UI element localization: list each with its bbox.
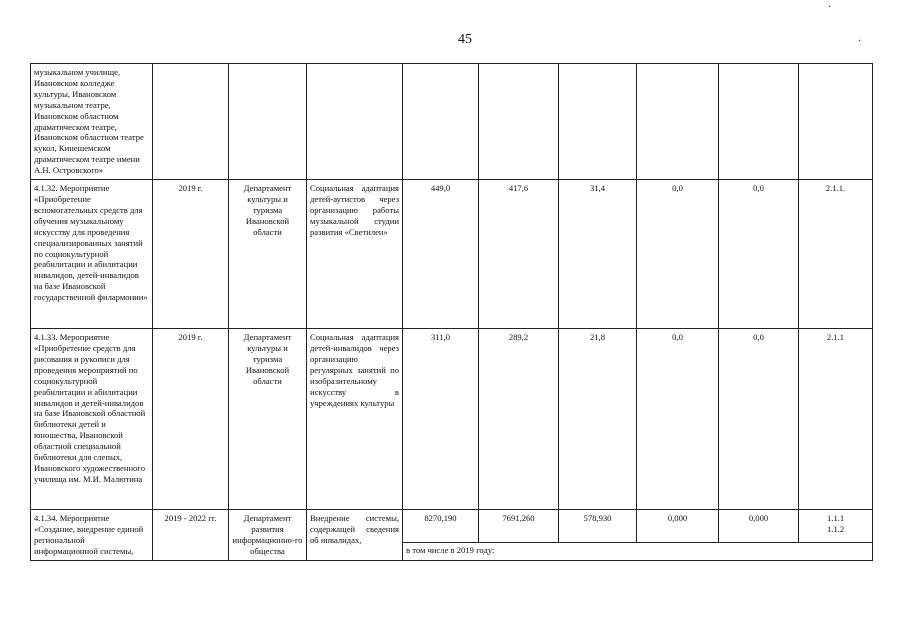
col5: 0,0 — [718, 179, 799, 330]
regional: 7691,260 — [478, 509, 559, 544]
total: 8270,190 — [402, 509, 479, 544]
table-row: 4.1.34. Мероприятие «Создание, внедрение… — [30, 509, 873, 561]
period: 2019 г. — [152, 179, 229, 330]
period: 2019 г. — [152, 328, 229, 511]
federal — [558, 62, 637, 181]
expected-result: Социальная адаптация детей-инвалидов чер… — [306, 328, 403, 511]
total: 449,0 — [402, 179, 479, 330]
indicator: 1.1.1 1.1.2 — [798, 509, 873, 544]
col5: 0,000 — [718, 509, 799, 544]
program-measures-table: музыкальном училище, Ивановском колледже… — [30, 62, 873, 561]
col4 — [636, 62, 719, 181]
executor — [228, 62, 307, 181]
col4: 0,0 — [636, 179, 719, 330]
regional — [478, 62, 559, 181]
executor: Департамент развития информационно-го об… — [228, 509, 307, 561]
expected-result: Внедрение системы, содержащей сведения о… — [306, 509, 403, 561]
scan-speck: · — [858, 36, 862, 47]
table-subrow: в том числе в 2019 году: — [31, 542, 873, 561]
federal: 578,930 — [558, 509, 637, 544]
total — [402, 62, 479, 181]
period: 2019 - 2022 гг. — [152, 509, 229, 561]
total: 311,0 — [402, 328, 479, 511]
indicator — [798, 62, 873, 181]
subtotal-note: в том числе в 2019 году: — [402, 542, 873, 561]
col4: 0,0 — [636, 328, 719, 511]
measure-name: музыкальном училище, Ивановском колледже… — [30, 62, 153, 181]
col4: 0,000 — [636, 509, 719, 544]
col5 — [718, 62, 799, 181]
indicator: 2.1.1. — [798, 179, 873, 330]
period — [152, 62, 229, 181]
page-number: 45 — [458, 32, 472, 47]
regional: 417,6 — [478, 179, 559, 330]
executor: Департамент культуры и туризма Ивановско… — [228, 179, 307, 330]
col5: 0,0 — [718, 328, 799, 511]
table-row: 4.1.33. Мероприятие «Приобретение средст… — [30, 328, 873, 511]
expected-result — [306, 62, 403, 181]
expected-result: Социальная адаптация детей-аутистов чере… — [306, 179, 403, 330]
indicator: 2.1.1 — [798, 328, 873, 511]
measure-name: 4.1.32. Мероприятие «Приобретение вспомо… — [30, 179, 153, 330]
federal: 31,4 — [558, 179, 637, 330]
measure-name: 4.1.33. Мероприятие «Приобретение средст… — [30, 328, 153, 511]
regional: 289,2 — [478, 328, 559, 511]
executor: Департамент культуры и туризма Ивановско… — [228, 328, 307, 511]
table-row: 4.1.32. Мероприятие «Приобретение вспомо… — [30, 179, 873, 330]
measure-name: 4.1.34. Мероприятие «Создание, внедрение… — [30, 509, 153, 561]
scan-speck: · — [828, 2, 832, 13]
table-row: музыкальном училище, Ивановском колледже… — [30, 62, 873, 181]
federal: 21,8 — [558, 328, 637, 511]
